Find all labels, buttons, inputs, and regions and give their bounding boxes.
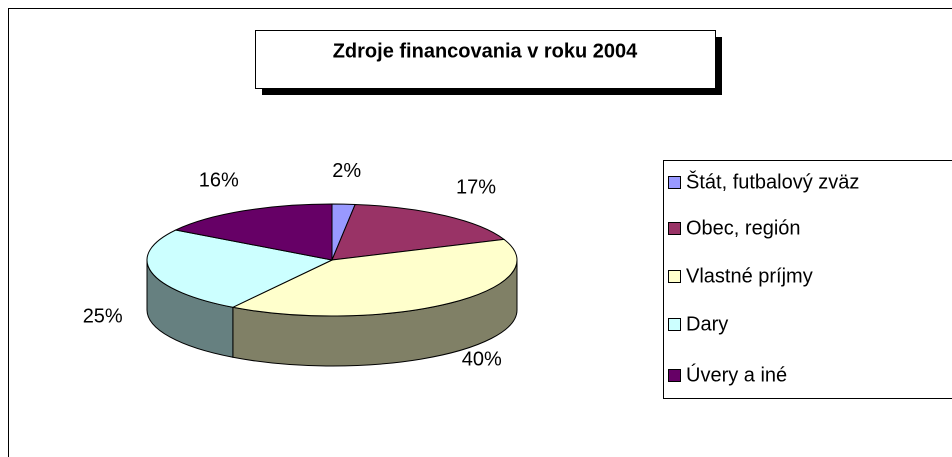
data-label: 25% [83,305,123,327]
legend-label: Vlastné príjmy [686,265,813,287]
legend-swatch [668,369,681,382]
pie-slice [231,238,518,317]
legend-label: Úvery a iné [686,363,787,386]
legend-swatch [668,270,681,283]
legend-box [663,160,952,399]
legend-swatch [668,318,681,331]
pie-slice [146,229,334,308]
legend-swatch [668,222,681,235]
data-label: 40% [462,349,502,371]
data-label: 17% [456,176,496,198]
title-box [255,30,716,89]
data-label: 16% [199,170,239,192]
legend-swatch [668,176,681,189]
pie-slice [174,203,333,261]
legend-label: Dary [686,313,728,335]
legend-label: Štát, futbalový zväz [686,170,859,193]
chart-title: Zdroje financovania v roku 2004 [333,40,638,62]
legend-label: Obec, región [686,217,801,239]
data-label: 2% [332,160,361,182]
pie-slice [331,203,506,261]
